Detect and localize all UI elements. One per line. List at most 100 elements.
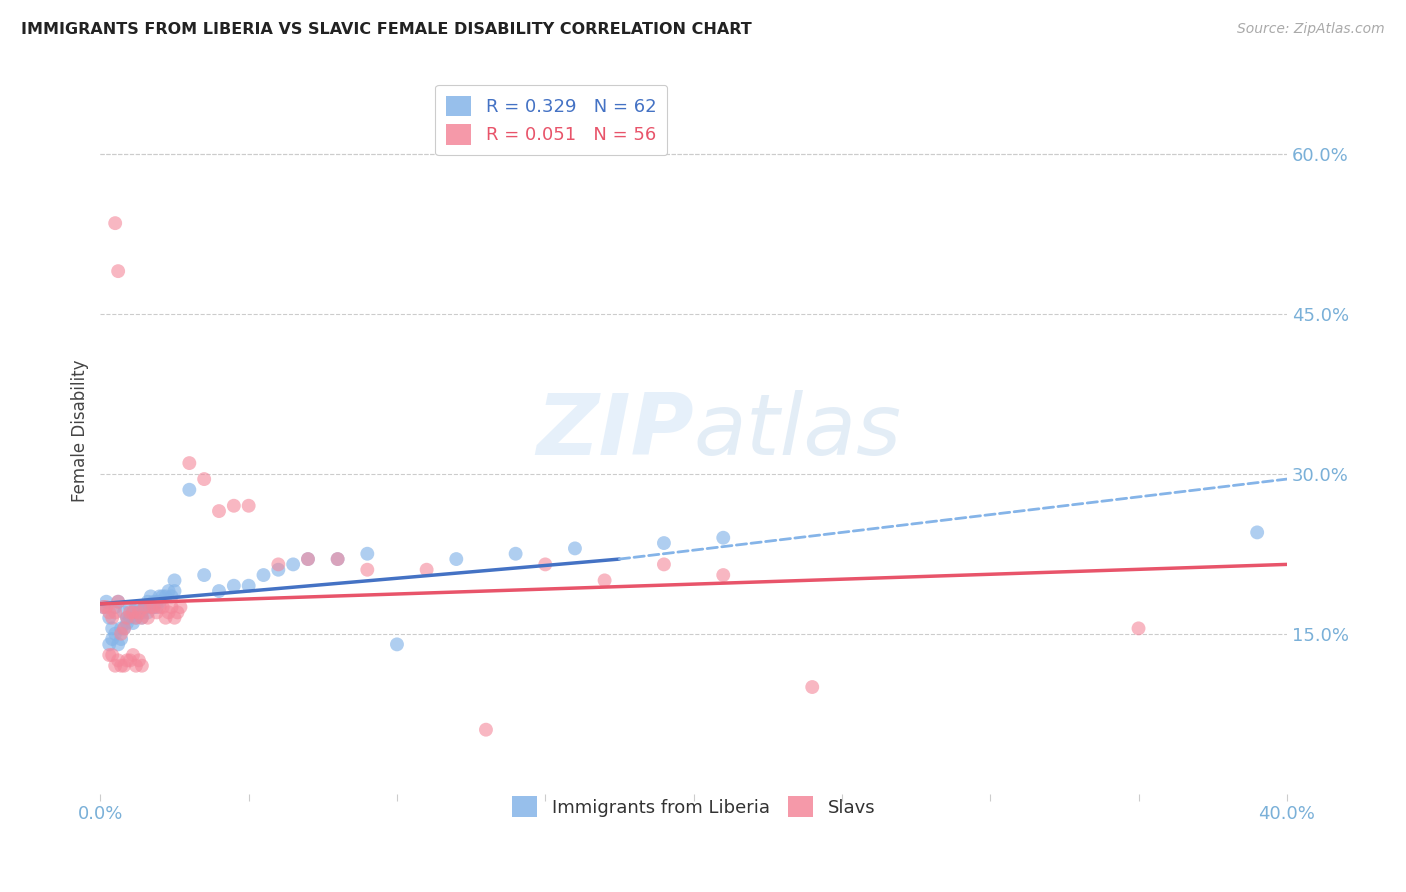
Point <box>149 595 172 609</box>
Point <box>238 579 260 593</box>
Point <box>139 600 162 615</box>
Point <box>163 574 186 588</box>
Point <box>155 590 177 604</box>
Point <box>385 637 408 651</box>
Point <box>142 600 165 615</box>
Point <box>222 499 245 513</box>
Point <box>505 547 527 561</box>
Point <box>193 568 215 582</box>
Point <box>222 579 245 593</box>
Point <box>110 658 132 673</box>
Point <box>125 611 148 625</box>
Point <box>118 611 141 625</box>
Point <box>104 626 127 640</box>
Point <box>163 611 186 625</box>
Point <box>115 611 138 625</box>
Point <box>149 600 172 615</box>
Point <box>104 658 127 673</box>
Point <box>115 615 138 630</box>
Point <box>593 574 616 588</box>
Point <box>134 600 156 615</box>
Point <box>534 558 557 572</box>
Point <box>112 606 135 620</box>
Point <box>152 600 174 615</box>
Point <box>104 600 127 615</box>
Point <box>163 584 186 599</box>
Point <box>112 621 135 635</box>
Point <box>711 531 734 545</box>
Point <box>711 568 734 582</box>
Point <box>208 584 231 599</box>
Point <box>98 648 121 662</box>
Point <box>652 536 675 550</box>
Point <box>112 658 135 673</box>
Point <box>110 632 132 646</box>
Point <box>91 600 114 615</box>
Point <box>139 600 162 615</box>
Point <box>136 611 159 625</box>
Point <box>134 600 156 615</box>
Point <box>107 653 129 667</box>
Point <box>128 653 150 667</box>
Point <box>297 552 319 566</box>
Point <box>166 606 188 620</box>
Text: IMMIGRANTS FROM LIBERIA VS SLAVIC FEMALE DISABILITY CORRELATION CHART: IMMIGRANTS FROM LIBERIA VS SLAVIC FEMALE… <box>21 22 752 37</box>
Point <box>115 611 138 625</box>
Point <box>145 600 167 615</box>
Point <box>252 568 274 582</box>
Point <box>131 611 153 625</box>
Point <box>125 611 148 625</box>
Point <box>96 600 118 615</box>
Point <box>160 590 183 604</box>
Point <box>91 600 114 615</box>
Point <box>131 658 153 673</box>
Point <box>122 606 145 620</box>
Point <box>139 590 162 604</box>
Point <box>475 723 498 737</box>
Point <box>179 483 201 497</box>
Text: ZIP: ZIP <box>536 390 693 473</box>
Point <box>326 552 349 566</box>
Legend: Immigrants from Liberia, Slavs: Immigrants from Liberia, Slavs <box>505 789 883 824</box>
Point <box>356 547 378 561</box>
Point <box>267 558 290 572</box>
Point <box>96 595 118 609</box>
Point <box>134 600 156 615</box>
Point <box>101 621 124 635</box>
Point <box>112 621 135 635</box>
Point <box>193 472 215 486</box>
Y-axis label: Female Disability: Female Disability <box>72 359 89 502</box>
Point <box>107 595 129 609</box>
Point <box>131 606 153 620</box>
Point <box>107 595 129 609</box>
Point <box>145 606 167 620</box>
Text: Source: ZipAtlas.com: Source: ZipAtlas.com <box>1237 22 1385 37</box>
Point <box>1246 525 1268 540</box>
Point <box>118 600 141 615</box>
Point <box>149 590 172 604</box>
Point <box>125 658 148 673</box>
Point <box>107 264 129 278</box>
Point <box>157 606 180 620</box>
Point <box>267 563 290 577</box>
Point <box>110 626 132 640</box>
Point <box>136 595 159 609</box>
Point <box>446 552 468 566</box>
Point <box>1128 621 1150 635</box>
Point <box>297 552 319 566</box>
Point <box>115 653 138 667</box>
Point <box>152 590 174 604</box>
Point <box>155 611 177 625</box>
Point <box>122 615 145 630</box>
Point <box>356 563 378 577</box>
Point <box>128 606 150 620</box>
Point <box>125 600 148 615</box>
Point <box>118 606 141 620</box>
Point <box>415 563 437 577</box>
Point <box>142 595 165 609</box>
Point <box>118 653 141 667</box>
Point <box>326 552 349 566</box>
Point <box>128 606 150 620</box>
Point <box>122 648 145 662</box>
Point <box>101 611 124 625</box>
